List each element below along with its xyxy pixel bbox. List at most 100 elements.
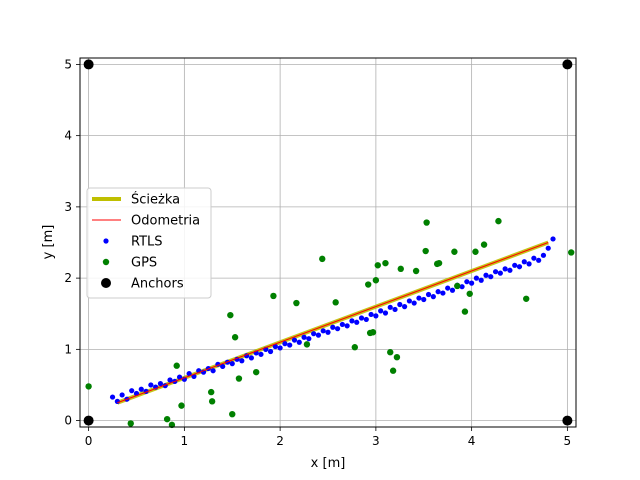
axis-ticks: 0 1 2 3 4 5 0 1 2 3 4 5 <box>64 57 571 448</box>
y-tick-label: 4 <box>64 129 72 143</box>
legend-label: RTLS <box>131 235 163 250</box>
rtls-point <box>507 267 513 273</box>
rtls-point <box>325 329 331 335</box>
rtls-point <box>157 380 164 387</box>
rtls-point <box>406 298 412 304</box>
grid-lines <box>80 58 576 427</box>
rtls-point <box>306 336 312 342</box>
rtls-point <box>301 334 307 340</box>
y-tick-label: 1 <box>64 342 72 356</box>
gps-point <box>369 329 377 336</box>
rtls-point <box>109 394 116 400</box>
rtls-point <box>239 358 245 364</box>
rtls-point <box>186 370 192 377</box>
rtls-point <box>540 252 547 258</box>
rtls-point <box>334 326 341 332</box>
rtls-point <box>545 245 551 251</box>
y-tick-label: 5 <box>64 57 72 71</box>
rtls-point <box>445 285 451 291</box>
gps-point <box>374 262 381 269</box>
rtls-point <box>483 272 489 278</box>
rtls-point <box>492 269 499 275</box>
gps-point <box>372 277 380 284</box>
x-tick-label: 1 <box>181 434 189 448</box>
legend-label: Anchors <box>131 277 184 292</box>
gps-point <box>229 410 236 418</box>
legend: Ścieżka Odometria RTLS GPS Anchors <box>86 187 212 299</box>
legend-marker-swatch <box>103 238 109 244</box>
x-tick-label: 2 <box>276 434 284 448</box>
rtls-point <box>358 315 365 321</box>
rtls-point <box>339 321 345 328</box>
anchor-point <box>83 59 94 70</box>
legend-label: Odometria <box>131 214 200 229</box>
rtls-point <box>435 289 441 295</box>
y-axis-label: y [m] <box>41 225 56 260</box>
rtls-point <box>425 291 432 298</box>
rtls-point <box>526 261 532 267</box>
gps-point <box>435 259 443 267</box>
y-tick-label: 2 <box>64 271 72 285</box>
rtls-point <box>229 361 235 367</box>
rtls-point <box>502 266 508 272</box>
gps-point <box>303 341 311 348</box>
gps-point <box>466 290 473 297</box>
rtls-point <box>411 300 417 306</box>
rtls-point <box>512 262 518 268</box>
gps-point <box>387 349 394 356</box>
rtls-point <box>382 310 389 316</box>
rtls-point <box>248 355 254 361</box>
rtls-point <box>282 341 288 347</box>
rtls-point <box>210 368 216 374</box>
rtls-point <box>267 348 274 355</box>
rtls-point <box>349 318 355 324</box>
rtls-point <box>311 331 317 337</box>
x-tick-label: 3 <box>372 434 380 448</box>
gps-point <box>568 249 575 256</box>
gps-point <box>293 299 300 307</box>
rtls-point <box>138 386 144 392</box>
rtls-point <box>378 308 384 314</box>
rtls-point <box>421 296 427 303</box>
rtls-point <box>373 313 379 319</box>
legend-box <box>86 187 212 299</box>
anchor-point <box>83 415 94 426</box>
x-tick-label: 4 <box>468 434 476 448</box>
rtls-point <box>521 259 527 265</box>
rtls-point <box>315 332 322 338</box>
rtls-point <box>387 304 393 310</box>
gps-point <box>480 241 488 248</box>
gps-point <box>270 292 277 300</box>
gps-point <box>454 282 461 290</box>
gps-point <box>389 367 397 374</box>
rtls-point <box>449 287 456 293</box>
gps-point <box>319 255 326 263</box>
gps-point <box>523 295 530 302</box>
gps-point <box>163 415 171 423</box>
rtls-point <box>330 324 336 330</box>
gps-point <box>423 219 430 226</box>
x-tick-label: 5 <box>564 434 572 448</box>
rtls-point <box>258 351 264 357</box>
gps-point <box>412 267 420 275</box>
anchor-point <box>562 59 573 70</box>
rtls-point <box>220 363 226 370</box>
rtls-point <box>291 337 298 343</box>
rtls-point <box>536 257 542 263</box>
x-axis-label: x [m] <box>311 456 346 471</box>
gps-point <box>351 344 359 351</box>
rtls-point <box>363 316 369 323</box>
rtls-point <box>320 328 326 334</box>
rtls-point <box>296 339 302 345</box>
rtls-point <box>473 275 480 281</box>
rtls-point <box>148 382 154 388</box>
gps-point <box>495 217 502 225</box>
gps-point <box>173 362 180 369</box>
gps-point <box>252 368 260 376</box>
rtls-point <box>416 295 422 301</box>
gps-point <box>231 334 239 341</box>
rtls-point <box>277 345 283 351</box>
rtls-point <box>488 274 494 280</box>
rtls-point <box>402 304 408 310</box>
